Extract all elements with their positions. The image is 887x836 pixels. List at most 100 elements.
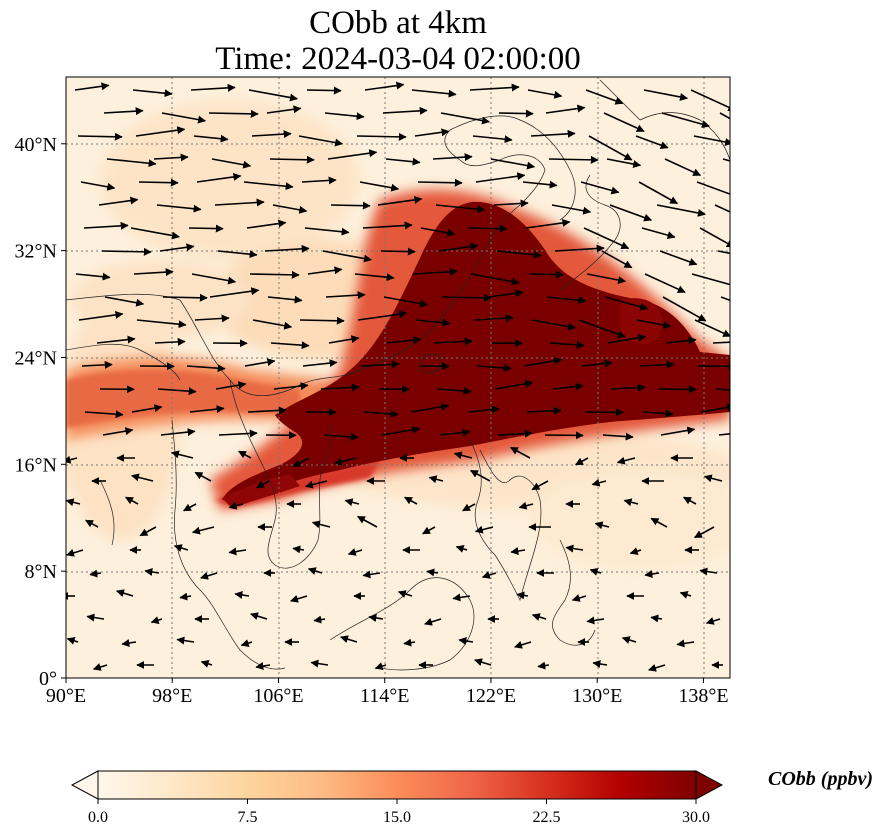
wind-arrow	[660, 426, 696, 436]
wind-arrow	[583, 227, 630, 250]
wind-arrow	[357, 310, 408, 321]
wind-arrow	[190, 83, 236, 92]
wind-arrow	[89, 569, 102, 578]
wind-arrow	[458, 637, 474, 645]
wind-arrow	[98, 196, 139, 206]
wind-arrow	[525, 218, 571, 229]
wind-arrow	[411, 89, 457, 98]
wind-arrow	[247, 406, 287, 415]
wind-arrow	[324, 112, 365, 121]
wind-arrow	[552, 382, 584, 391]
wind-arrow	[323, 432, 359, 441]
wind-arrow	[173, 544, 189, 552]
x-tick-label: 114°E	[360, 685, 409, 707]
wind-arrow	[362, 221, 413, 230]
wind-arrow	[644, 570, 660, 578]
x-tick-label: 90°E	[46, 685, 86, 707]
wind-arrow	[604, 296, 649, 311]
wind-arrow	[412, 267, 458, 276]
y-tick-label: 32°N	[15, 241, 57, 263]
wind-arrow	[439, 428, 471, 437]
wind-arrow	[531, 613, 547, 621]
wind-arrow	[84, 519, 99, 528]
wind-arrow	[440, 112, 490, 125]
wind-arrow	[661, 112, 710, 129]
wind-arrow	[616, 456, 636, 465]
wind-arrow	[154, 337, 186, 346]
wind-arrow	[490, 158, 536, 170]
wind-arrow	[531, 480, 549, 491]
wind-arrow	[642, 409, 674, 418]
wind-arrow	[414, 128, 450, 137]
wind-arrow	[74, 82, 110, 91]
wind-arrow	[530, 129, 576, 138]
wind-arrow	[549, 340, 585, 349]
wind-arrow	[474, 525, 494, 534]
wind-arrow	[514, 641, 532, 649]
wind-arrow	[468, 405, 500, 414]
wind-arrow	[510, 547, 526, 555]
wind-arrow	[191, 526, 215, 535]
wind-arrow	[415, 318, 451, 327]
wind-arrow	[594, 521, 610, 530]
map-subtitle: Time: 2024-03-04 02:00:00	[215, 41, 581, 77]
x-tick-label: 130°E	[572, 685, 622, 707]
wind-arrow	[255, 662, 271, 670]
wind-arrow	[194, 314, 230, 323]
wind-arrow	[333, 457, 357, 466]
wind-arrow	[237, 450, 252, 459]
wind-arrow	[518, 501, 534, 510]
wind-arrow	[554, 244, 605, 253]
wind-arrow	[461, 503, 476, 512]
wind-arrow	[144, 568, 160, 576]
wind-arrow	[133, 268, 174, 277]
wind-arrow	[356, 515, 378, 528]
wind-arrow	[368, 614, 384, 622]
wind-arrow	[700, 403, 730, 413]
wind-arrow	[83, 221, 129, 230]
wind-arrow	[377, 195, 423, 206]
wind-arrow	[135, 126, 186, 137]
wind-arrow	[302, 359, 338, 368]
wind-arrow	[374, 662, 387, 670]
wind-arrow	[290, 595, 308, 603]
wind-arrow	[705, 617, 721, 625]
wind-arrow	[103, 107, 144, 116]
wind-arrow	[251, 130, 292, 139]
wind-arrow	[690, 89, 730, 112]
wind-arrow	[719, 112, 730, 120]
wind-arrow	[496, 250, 542, 259]
wind-arrow	[304, 227, 350, 236]
wind-arrow	[200, 572, 218, 580]
wind-arrow	[662, 296, 707, 322]
wind-arrow	[656, 204, 706, 217]
wind-arrow	[269, 155, 315, 164]
wind-arrow	[75, 272, 111, 281]
wind-arrow	[610, 383, 646, 392]
wind-arrow	[717, 250, 730, 255]
wind-arrow	[208, 109, 259, 118]
wind-arrow	[255, 480, 270, 489]
wind-arrow	[248, 89, 298, 102]
wind-arrow	[679, 591, 692, 599]
wind-arrow	[421, 526, 436, 535]
wind-arrow	[215, 381, 247, 390]
wind-arrow	[476, 363, 512, 372]
wind-arrow	[86, 613, 105, 622]
wind-arrow	[578, 319, 626, 339]
wind-arrow	[527, 89, 563, 99]
wind-arrow	[159, 243, 195, 252]
wind-arrow	[191, 273, 237, 285]
wind-arrow	[66, 637, 79, 645]
wind-arrow	[250, 612, 268, 620]
wind-arrow	[714, 204, 730, 213]
wind-arrow	[718, 432, 730, 436]
wind-arrow	[244, 358, 276, 367]
wind-arrow	[150, 616, 163, 624]
wind-arrow	[362, 570, 381, 579]
wind-arrow	[565, 544, 584, 553]
wind-arrow	[292, 457, 310, 468]
wind-arrow	[589, 568, 602, 576]
wind-arrow	[424, 618, 442, 626]
